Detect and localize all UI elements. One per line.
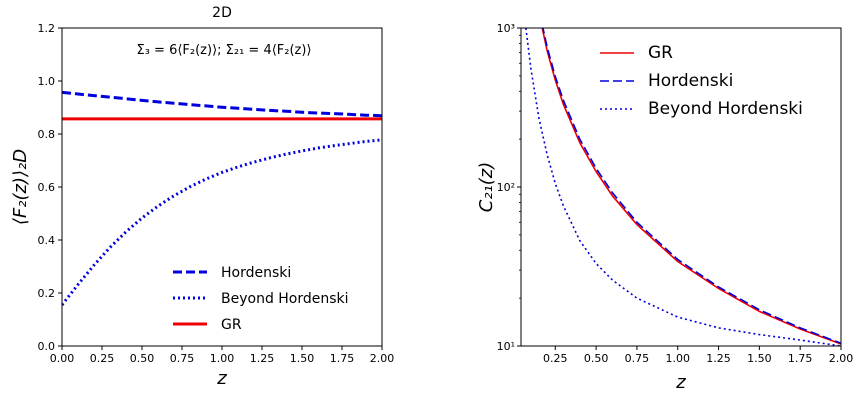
left-x-axis-label: z (216, 368, 227, 389)
left-legend-label: Hordenski (221, 265, 291, 281)
left-series-beyond-hordenski (62, 138, 382, 306)
left-x-tick-label: 2.00 (370, 352, 395, 365)
right-x-tick-label: 0.25 (543, 352, 568, 365)
left-legend: Hordenski Beyond Hordenski GR (173, 265, 349, 333)
left-x-tick-label: 1.25 (250, 352, 275, 365)
right-x-tick-label: 1.50 (747, 352, 772, 365)
left-y-tick-label: 1.0 (38, 75, 56, 88)
right-y-tick-label: 10² (497, 181, 515, 194)
left-x-tick-label: 0.25 (90, 352, 115, 365)
left-y-axis-label: ⟨F₂(z)⟩₂D (10, 149, 31, 225)
left-series-hordenski (62, 90, 382, 118)
left-x-tick-label: 0.50 (130, 352, 155, 365)
right-chart: 0.25 0.50 0.75 1.00 1.25 1.50 1.75 2.00 10¹ 10² 10… (476, 22, 853, 393)
right-y-axis-label: C₂₁(z) (476, 162, 497, 213)
left-x-tick-label: 1.50 (290, 352, 315, 365)
right-legend: GR Hordenski Beyond Hordenski (600, 43, 803, 119)
right-y-tick-label: 10¹ (497, 340, 515, 353)
left-chart-title: 2D (212, 5, 232, 21)
right-x-tick-label: 1.25 (706, 352, 731, 365)
right-series-hordenski (542, 28, 841, 345)
right-x-tick-label: 2.00 (829, 352, 854, 365)
left-ticks: 0.00 0.25 0.50 0.75 1.00 1.25 1.50 1.75 2.00 0.0 0… (38, 22, 395, 365)
right-x-tick-label: 1.75 (788, 352, 813, 365)
right-x-axis-label: z (675, 372, 686, 393)
left-annotation: Σ₃ = 6⟨F₂(z)⟩; Σ₂₁ = 4⟨F₂(z)⟩ (136, 43, 311, 58)
left-x-tick-label: 0.00 (50, 352, 75, 365)
left-legend-label: Beyond Hordenski (221, 291, 349, 307)
right-legend-label: GR (648, 43, 673, 63)
left-y-tick-label: 0.0 (38, 340, 56, 353)
right-x-tick-label: 0.75 (625, 352, 650, 365)
left-x-tick-label: 0.75 (170, 352, 195, 365)
left-y-tick-label: 0.4 (38, 234, 56, 247)
left-y-tick-label: 1.2 (38, 22, 56, 35)
left-x-tick-label: 1.00 (210, 352, 235, 365)
left-plot-area (62, 90, 382, 306)
right-legend-label: Hordenski (648, 71, 733, 91)
right-legend-label: Beyond Hordenski (648, 99, 803, 119)
right-x-tick-label: 0.50 (584, 352, 609, 365)
left-y-tick-label: 0.2 (38, 287, 56, 300)
left-legend-label: GR (221, 317, 242, 333)
left-y-tick-label: 0.6 (38, 181, 56, 194)
left-y-tick-label: 0.8 (38, 128, 56, 141)
right-series-gr (541, 28, 841, 345)
left-x-tick-label: 1.75 (330, 352, 355, 365)
right-x-tick-label: 1.00 (665, 352, 690, 365)
right-ticks: 0.25 0.50 0.75 1.00 1.25 1.50 1.75 2.00 10¹ 10² 10… (497, 22, 854, 365)
right-y-tick-label: 10³ (497, 22, 515, 35)
right-plot-area (525, 28, 841, 346)
left-chart: 2D 0.00 0.25 0.50 0.75 1.00 1.25 1.50 1.75 2.000… (10, 5, 394, 389)
